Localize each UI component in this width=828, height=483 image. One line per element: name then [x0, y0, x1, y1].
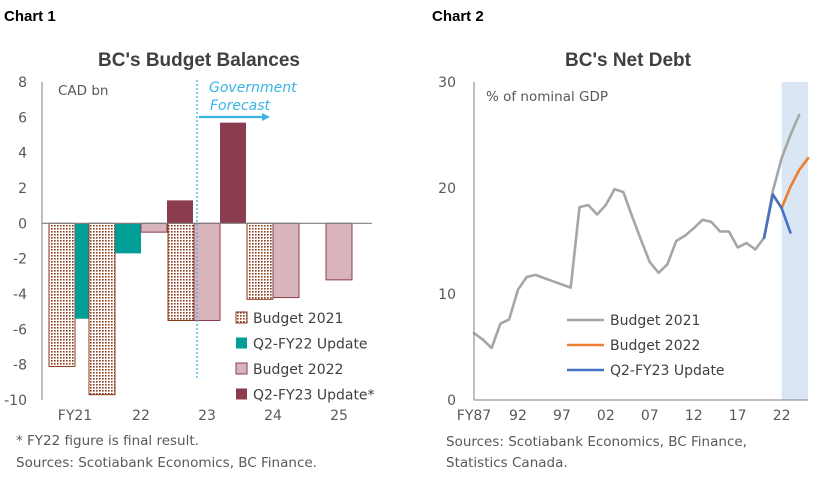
chart-1-budget-balances: Chart 1 BC's Budget Balances CAD bn 8 6 4 2… [4, 8, 375, 471]
bar-budget-2021-23 [167, 222, 195, 321]
chart-2-x-tick-label: 92 [509, 408, 527, 424]
legend-label-budget-2021: Budget 2021 [610, 313, 700, 329]
bar-budget-2022-23 [193, 222, 221, 321]
chart-1-y-axis-labels: 8 6 4 2 0 -2 -4 -6 -8 -10 [4, 75, 27, 409]
chart-1-footnote: * FY22 figure is final result. [16, 433, 199, 449]
chart-2-x-tick-label: 17 [729, 408, 747, 424]
chart-2-y-tick-label: 10 [438, 287, 456, 303]
forecast-annotation-line-2: Forecast [210, 98, 271, 114]
chart-1-x-tick-label: 24 [264, 408, 282, 424]
legend-swatch-q2-fy23-update [236, 388, 247, 400]
bar-budget-2021-fy21 [48, 222, 76, 367]
chart-2-x-tick-label: 97 [553, 408, 571, 424]
chart-1-y-tick-label: 2 [18, 181, 27, 197]
chart-1-x-tick-label: 22 [132, 408, 150, 424]
chart-1-legend: Budget 2021 Q2-FY22 Update Budget 2022 Q2-F… [235, 311, 375, 404]
chart-1-x-tick-label: 25 [330, 408, 348, 424]
chart-2-x-tick-label: 12 [685, 408, 703, 424]
forecast-annotation-line-1: Government [209, 80, 297, 96]
chart-1-x-tick-label: FY21 [58, 408, 92, 424]
chart-1-x-axis-labels: FY21 22 23 24 25 [58, 408, 348, 424]
legend-label-q2-fy23-update: Q2-FY23 Update [610, 363, 725, 379]
legend-swatch-q2-fy22-update [236, 337, 247, 349]
legend-label-q2-fy23-update: Q2-FY23 Update* [253, 388, 375, 404]
chart-2-lines [472, 113, 810, 350]
chart-2-heading: Chart 2 [432, 8, 484, 25]
chart-2-title: BC's Net Debt [565, 50, 692, 71]
chart-2-sources-line-2: Statistics Canada. [446, 455, 568, 471]
line-budget-2021 [472, 113, 801, 350]
chart-1-y-tick-label: -8 [13, 358, 27, 374]
chart-1-y-tick-label: -4 [13, 287, 27, 303]
bar-q2-fy23-update-22 [167, 200, 193, 224]
legend-label-q2-fy22-update: Q2-FY22 Update [253, 337, 368, 353]
chart-1-title: BC's Budget Balances [98, 50, 300, 71]
chart-2-y-axis-labels: 30 20 10 0 [438, 75, 456, 409]
bar-q2-fy23-update-23 [220, 122, 246, 224]
chart-1-unit-label: CAD bn [58, 83, 108, 99]
chart-2-legend: Budget 2021 Budget 2022 Q2-FY23 Update [567, 313, 725, 379]
legend-swatch-budget-2022 [235, 362, 248, 375]
chart-2-x-tick-label: 02 [597, 408, 615, 424]
chart-2-y-tick-label: 30 [438, 75, 456, 91]
chart-2-x-tick-label: FY87 [457, 408, 491, 424]
chart-1-y-tick-label: -2 [13, 252, 27, 268]
line-q2-fy23-update [762, 193, 792, 240]
bar-budget-2021-22 [88, 222, 116, 396]
bar-budget-2021-24 [246, 222, 274, 300]
chart-1-y-tick-label: -6 [13, 322, 27, 338]
chart-2-x-tick-label: 22 [773, 408, 791, 424]
chart-1-y-tick-label: -10 [4, 393, 27, 409]
chart-1-x-tick-label: 23 [198, 408, 216, 424]
legend-label-budget-2021: Budget 2021 [253, 311, 343, 327]
bar-q2-fy22-update-22 [115, 223, 141, 254]
chart-2-x-tick-label: 07 [641, 408, 659, 424]
bar-budget-2022-24 [272, 222, 300, 299]
chart-2-sources-line-1: Sources: Scotiabank Economics, BC Financ… [446, 434, 747, 450]
chart-1-y-tick-label: 8 [18, 75, 27, 91]
forecast-shaded-region [781, 82, 808, 400]
chart-2-y-tick-label: 20 [438, 181, 456, 197]
legend-swatch-budget-2021 [235, 311, 248, 324]
chart-1-heading: Chart 1 [4, 8, 56, 25]
chart-2-net-debt: Chart 2 BC's Net Debt % of nominal GDP 3… [432, 8, 810, 471]
chart-2-x-axis-labels: FY87 92 97 02 07 12 17 22 [457, 408, 791, 424]
bar-budget-2022-25 [325, 222, 353, 281]
chart-1-y-tick-label: 0 [18, 216, 27, 232]
chart-2-unit-label: % of nominal GDP [486, 89, 608, 105]
chart-1-y-tick-label: 6 [18, 110, 27, 126]
bar-budget-2022-22 [140, 222, 168, 233]
chart-1-y-tick-label: 4 [18, 146, 27, 162]
chart-2-y-tick-label: 0 [447, 393, 456, 409]
legend-label-budget-2022: Budget 2022 [253, 362, 343, 378]
chart-1-bars [48, 122, 353, 396]
legend-label-budget-2022: Budget 2022 [610, 338, 700, 354]
chart-1-sources: Sources: Scotiabank Economics, BC Financ… [16, 455, 317, 471]
